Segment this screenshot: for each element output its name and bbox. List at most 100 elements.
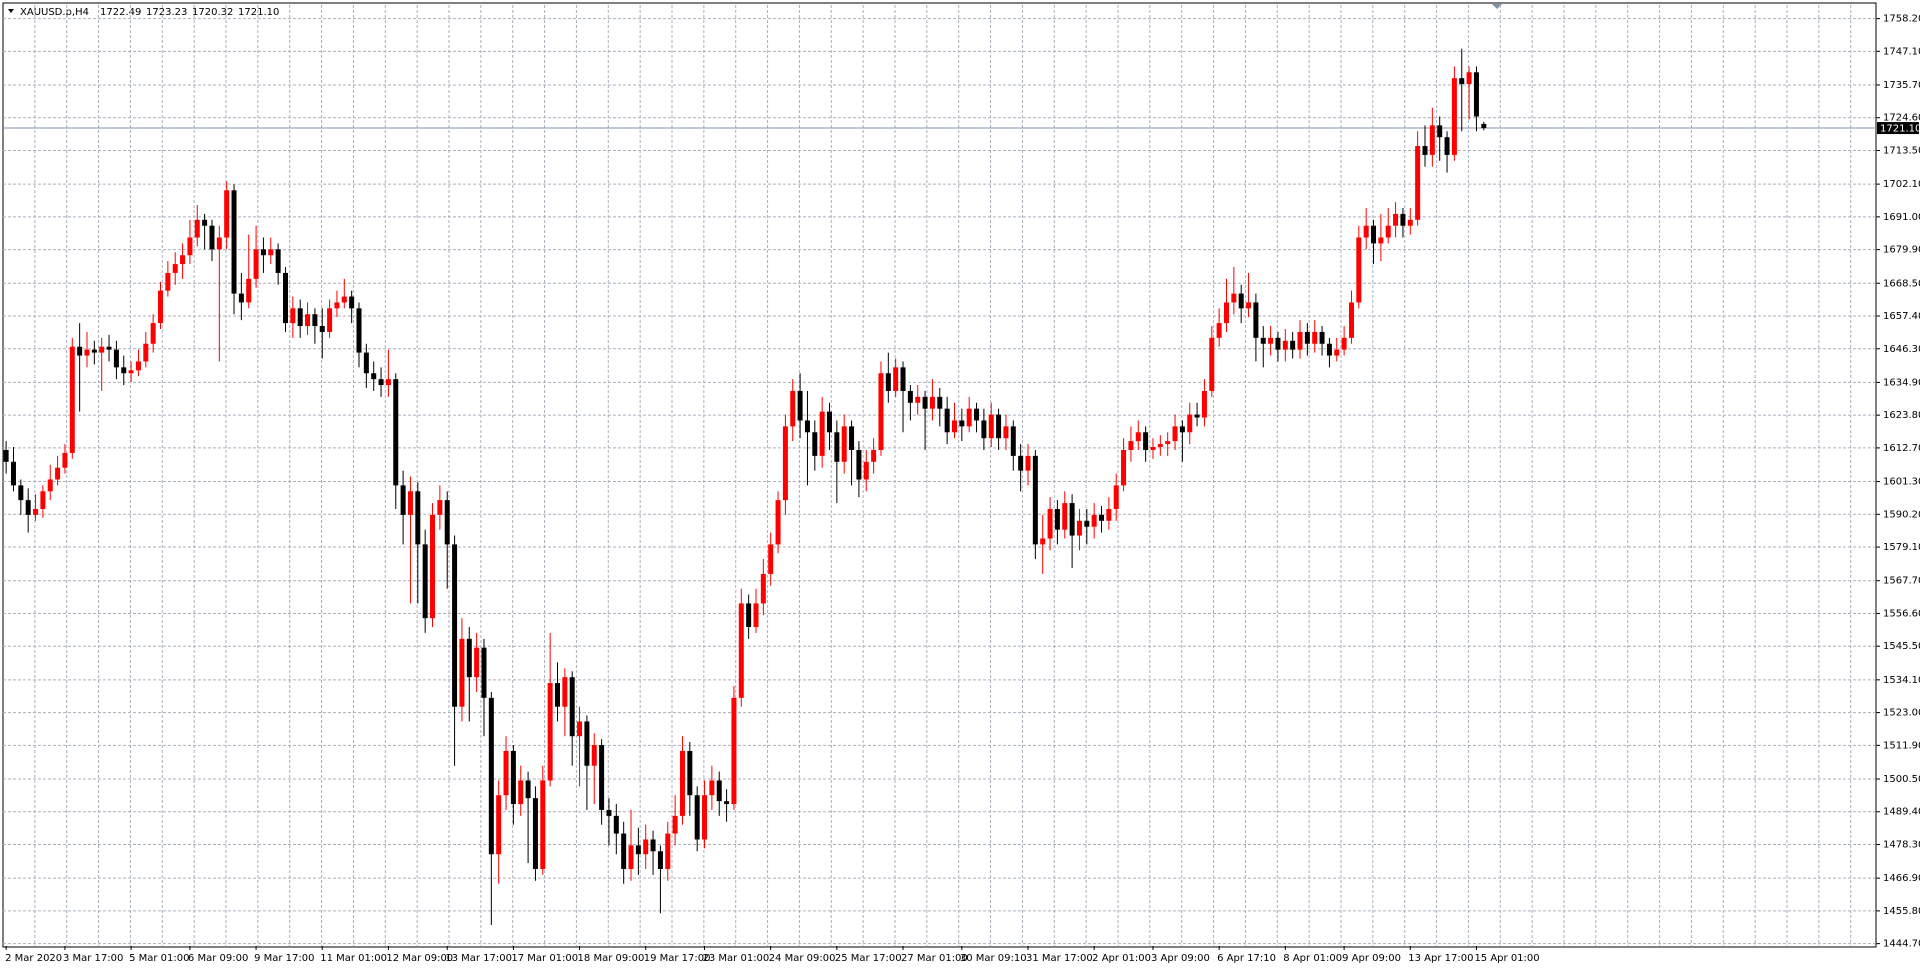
candle-body	[1091, 514, 1097, 527]
candle-body	[929, 396, 935, 409]
candle-body	[187, 237, 193, 256]
title-value: 1723.23	[146, 7, 187, 18]
candle-body	[1400, 213, 1406, 226]
candle-body	[554, 683, 560, 707]
y-tick-label: 1545.50	[1883, 641, 1920, 652]
y-tick-label: 1623.80	[1883, 410, 1920, 421]
x-tick-label: 6 Mar 09:00	[188, 953, 248, 964]
candle-body	[481, 647, 487, 698]
candle-body	[1209, 337, 1215, 391]
candle-body	[91, 349, 97, 353]
x-tick-label: 12 Mar 09:00	[386, 953, 453, 964]
candle-body	[356, 308, 362, 353]
candle-body	[1444, 137, 1450, 155]
y-tick-label: 1668.50	[1883, 278, 1920, 289]
candle-body	[532, 798, 538, 869]
candle-body	[393, 379, 399, 486]
candle-body	[1356, 237, 1362, 303]
candle-body	[863, 461, 869, 480]
candle-body	[724, 801, 730, 805]
y-tick-label: 1567.70	[1883, 576, 1920, 587]
candle-body	[180, 255, 186, 265]
candle-body	[341, 296, 347, 303]
candle-body	[3, 449, 9, 462]
candle-body	[988, 414, 994, 439]
candle-body	[959, 420, 965, 427]
candle-body	[1238, 293, 1244, 309]
candle-body	[466, 638, 472, 678]
candle-body	[327, 308, 333, 332]
candle-body	[121, 367, 127, 374]
x-tick-label: 30 Mar 09:10	[960, 953, 1027, 964]
candle-body	[202, 219, 208, 226]
candle-body	[1135, 432, 1141, 442]
candle-body	[804, 420, 810, 433]
candle-body	[1106, 508, 1112, 521]
candle-body	[275, 249, 281, 273]
candle-body	[113, 349, 119, 368]
candle-body	[18, 485, 24, 501]
candle-body	[400, 485, 406, 515]
candle-body	[1334, 349, 1340, 356]
candle-body	[650, 839, 656, 852]
x-tick-label: 17 Mar 01:00	[511, 953, 578, 964]
y-tick-label: 1444.70	[1883, 939, 1920, 950]
x-tick-label: 5 Mar 01:00	[129, 953, 189, 964]
candle-body	[1018, 455, 1024, 471]
candle-body	[1429, 125, 1435, 155]
y-tick-label: 1579.10	[1883, 542, 1920, 553]
candle-body	[1062, 503, 1068, 530]
candle-body	[437, 500, 443, 515]
candle-body	[194, 219, 200, 238]
candle-body	[474, 647, 480, 678]
y-tick-label: 1556.60	[1883, 608, 1920, 619]
candle-body	[99, 346, 105, 353]
candle-body	[812, 432, 818, 456]
title-value: 1720.32	[192, 7, 233, 18]
y-tick-label: 1601.30	[1883, 477, 1920, 488]
candle-body	[1223, 302, 1229, 324]
candle-body	[77, 346, 83, 356]
candle-body	[1216, 323, 1222, 338]
candle-body	[1459, 78, 1465, 85]
y-tick-label: 1679.90	[1883, 245, 1920, 256]
candle-body	[665, 833, 671, 869]
plot-frame	[2, 2, 1877, 948]
candle-body	[1157, 444, 1163, 448]
menu-triangle[interactable]	[8, 9, 14, 13]
candle-body	[606, 809, 612, 816]
candle-body	[422, 544, 428, 619]
candle-body	[613, 815, 619, 834]
candle-body	[128, 370, 134, 374]
candle-body	[1253, 302, 1259, 338]
y-tick-label: 1478.30	[1883, 839, 1920, 850]
x-tick-label: 9 Mar 17:00	[254, 953, 314, 964]
candle-body	[569, 677, 575, 737]
x-tick-label: 13 Mar 17:00	[445, 953, 512, 964]
candle-body	[1069, 503, 1075, 536]
x-tick-label: 18 Mar 09:00	[578, 953, 645, 964]
candle-body	[937, 396, 943, 409]
candle-body	[1025, 455, 1031, 471]
candle-body	[657, 851, 663, 869]
candle-body	[1378, 237, 1384, 244]
candle-body	[231, 190, 237, 294]
title-value: 1722.49	[100, 7, 141, 18]
candle-body	[621, 833, 627, 869]
candle-body	[1422, 146, 1428, 155]
candle-body	[591, 745, 597, 766]
candle-body	[209, 225, 215, 250]
candle-body	[518, 780, 524, 805]
candle-body	[216, 237, 222, 250]
candle-body	[253, 249, 259, 279]
candle-body	[488, 697, 494, 855]
candle-body	[1047, 508, 1053, 539]
candle-body	[1451, 78, 1457, 155]
candle-body	[297, 308, 303, 327]
y-tick-label: 1691.00	[1883, 212, 1920, 223]
candle-body	[849, 426, 855, 450]
x-tick-label: 3 Apr 09:00	[1151, 953, 1210, 964]
candle-body	[1260, 337, 1266, 344]
y-tick-label: 1534.10	[1883, 675, 1920, 686]
candle-body	[1165, 441, 1171, 445]
